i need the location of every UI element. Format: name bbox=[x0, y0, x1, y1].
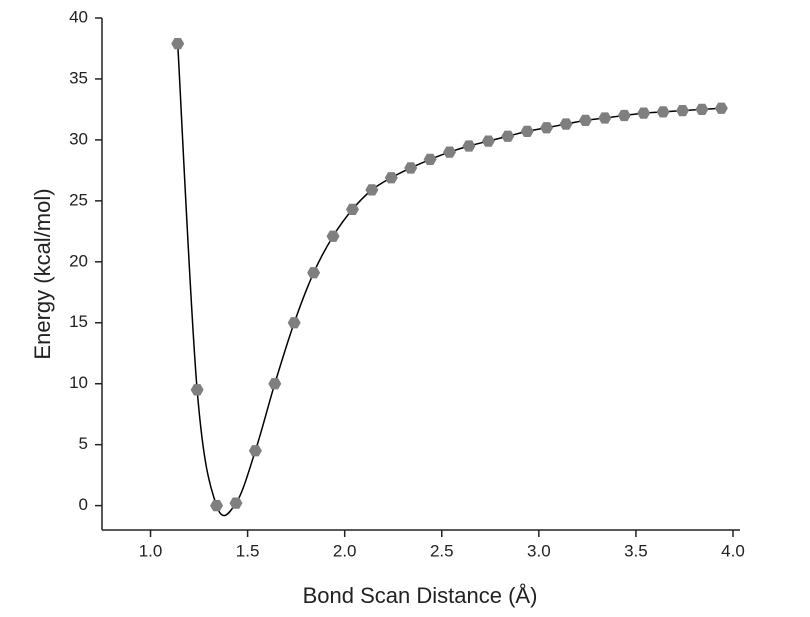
data-point bbox=[210, 499, 224, 512]
x-axis-label: Bond Scan Distance (Å) bbox=[303, 583, 538, 608]
data-point bbox=[326, 230, 340, 242]
data-point bbox=[617, 109, 631, 122]
data-point bbox=[229, 497, 243, 509]
x-tick-label: 1.5 bbox=[236, 541, 260, 560]
data-point bbox=[248, 445, 262, 457]
data-point bbox=[404, 162, 418, 174]
data-point bbox=[171, 37, 185, 50]
data-point bbox=[462, 140, 476, 152]
data-point bbox=[307, 267, 321, 279]
y-tick-label: 25 bbox=[69, 190, 88, 209]
data-point bbox=[345, 203, 359, 216]
y-tick-label: 35 bbox=[69, 68, 88, 87]
data-point bbox=[384, 172, 398, 184]
x-tick-label: 1.0 bbox=[139, 541, 163, 560]
data-point bbox=[714, 102, 728, 114]
x-tick-label: 2.0 bbox=[333, 541, 357, 560]
data-point bbox=[501, 130, 515, 142]
data-point bbox=[423, 153, 437, 166]
data-point bbox=[637, 107, 651, 119]
x-tick-label: 3.5 bbox=[624, 541, 648, 560]
y-tick-label: 5 bbox=[79, 434, 88, 453]
y-tick-label: 15 bbox=[69, 312, 88, 331]
x-tick-label: 3.0 bbox=[527, 541, 551, 560]
y-axis-label: Energy (kcal/mol) bbox=[30, 188, 55, 359]
data-point bbox=[676, 105, 690, 117]
y-tick-label: 0 bbox=[79, 495, 88, 514]
data-point bbox=[287, 317, 301, 329]
data-point bbox=[540, 122, 554, 134]
data-point bbox=[695, 103, 709, 116]
data-point bbox=[190, 384, 204, 396]
data-point bbox=[443, 146, 457, 158]
y-tick-label: 40 bbox=[69, 7, 88, 26]
x-tick-label: 2.5 bbox=[430, 541, 454, 560]
x-tick-label: 4.0 bbox=[721, 541, 745, 560]
data-point bbox=[268, 378, 282, 390]
y-tick-label: 10 bbox=[69, 373, 88, 392]
data-point bbox=[481, 135, 495, 147]
y-tick-label: 30 bbox=[69, 129, 88, 148]
data-point bbox=[520, 125, 534, 137]
data-point bbox=[559, 118, 573, 130]
y-tick-label: 20 bbox=[69, 251, 88, 270]
data-point bbox=[365, 184, 379, 196]
data-point bbox=[598, 112, 612, 124]
data-point bbox=[656, 106, 670, 118]
data-point bbox=[578, 114, 592, 127]
